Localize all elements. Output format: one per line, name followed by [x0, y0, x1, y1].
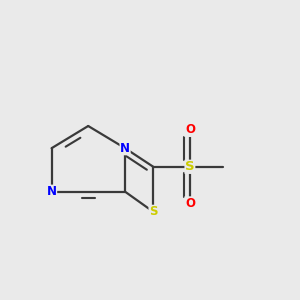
Text: S: S: [185, 160, 195, 173]
Text: O: O: [185, 123, 195, 136]
Text: S: S: [149, 205, 158, 218]
Text: O: O: [185, 197, 195, 210]
Text: N: N: [120, 142, 130, 155]
Text: N: N: [46, 185, 57, 198]
